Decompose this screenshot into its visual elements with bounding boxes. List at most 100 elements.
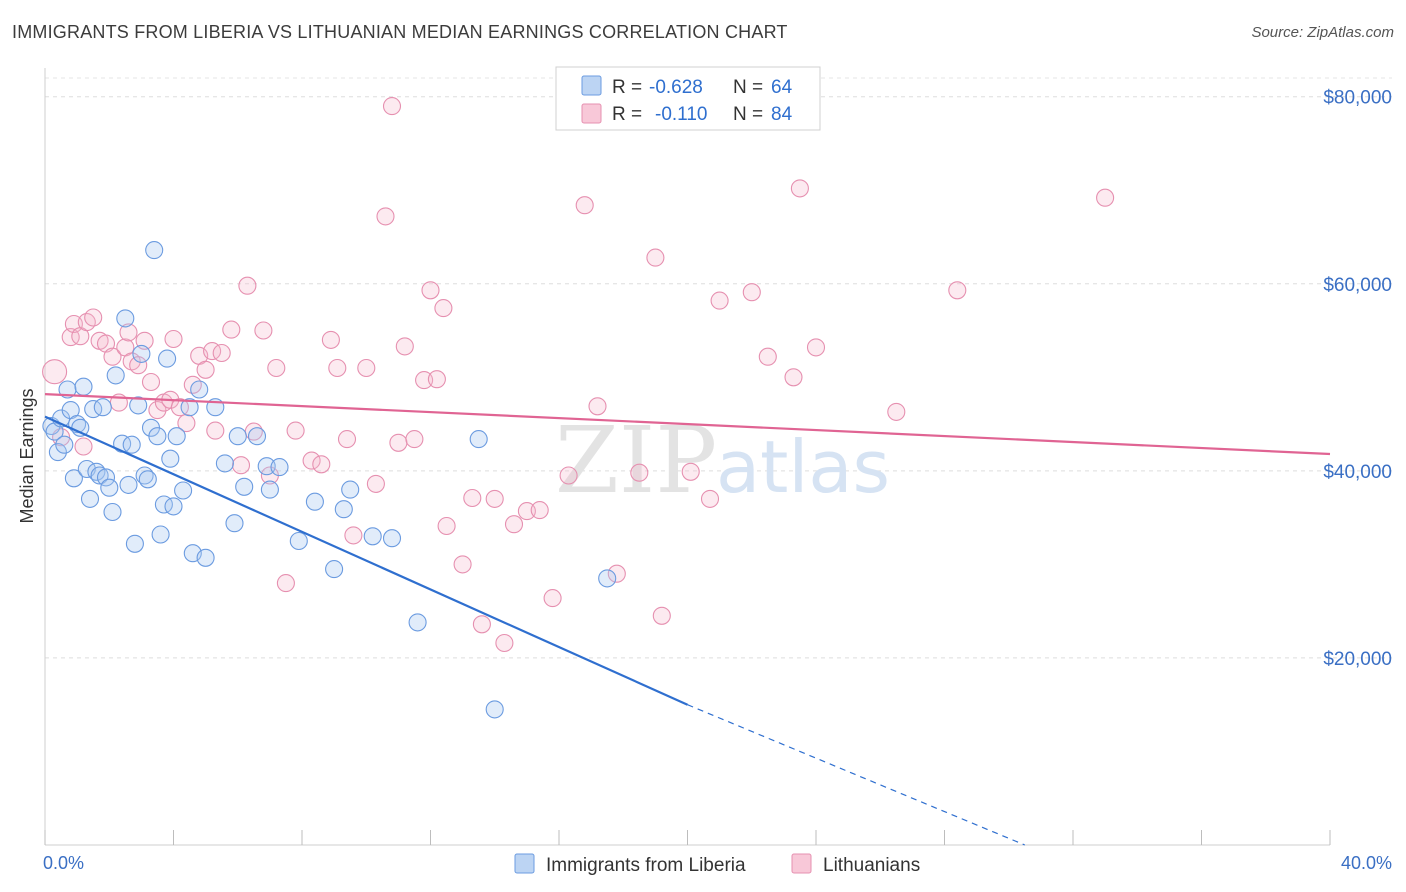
point-lithuanian-63 (517, 502, 536, 521)
point-lithuanian-6 (77, 313, 96, 332)
point-lithuanian-78 (784, 368, 803, 387)
point-lithuanian-56 (437, 516, 456, 536)
point-liberia-25 (125, 534, 144, 553)
point-liberia-50 (257, 457, 276, 476)
chart-title: IMMIGRANTS FROM LIBERIA VS LITHUANIAN ME… (12, 22, 788, 42)
point-lithuanian-36 (267, 358, 286, 378)
point-lithuanian-17 (141, 372, 161, 392)
point-liberia-19 (103, 502, 122, 522)
trendline-liberia-extrapolated (687, 704, 1026, 846)
point-liberia-18 (100, 478, 119, 497)
legend-n-label-liberia: N = (733, 77, 763, 98)
point-liberia-63 (598, 569, 617, 588)
legend-r-label-liberia: R = (612, 77, 642, 98)
point-liberia-9 (71, 418, 90, 437)
point-liberia-51 (260, 480, 279, 499)
legend-swatch-lithuanian (581, 103, 602, 124)
chart-source: Source: ZipAtlas.com (1251, 24, 1394, 41)
point-lithuanian-65 (543, 589, 562, 608)
point-lithuanian-52 (415, 371, 434, 390)
point-lithuanian-42 (328, 358, 347, 378)
point-lithuanian-58 (463, 488, 482, 508)
point-liberia-60 (408, 613, 427, 632)
point-liberia-53 (289, 531, 308, 551)
point-liberia-35 (158, 349, 177, 368)
legend-r-value-liberia: -0.628 (649, 77, 703, 98)
point-lithuanian-15 (129, 356, 148, 375)
point-liberia-33 (151, 525, 170, 544)
point-lithuanian-79 (790, 179, 809, 198)
point-liberia-62 (485, 700, 504, 719)
point-lithuanian-70 (630, 463, 649, 482)
point-lithuanian-28 (206, 421, 225, 440)
point-lithuanian-38 (286, 421, 305, 440)
trendline-liberia (44, 415, 688, 706)
bottom-legend-label-liberia: Immigrants from Liberia (546, 855, 746, 876)
point-liberia-2 (48, 443, 67, 462)
point-liberia-15 (90, 466, 109, 485)
gridlines (45, 77, 1392, 659)
point-lithuanian-29 (212, 343, 231, 363)
y-tick-label-2: $60,000 (1323, 275, 1392, 296)
point-lithuanian-80 (806, 338, 826, 357)
point-liberia-31 (145, 241, 164, 260)
point-liberia-38 (167, 427, 186, 446)
point-liberia-26 (129, 396, 148, 415)
point-lithuanian-44 (344, 526, 363, 545)
point-liberia-43 (196, 548, 215, 567)
point-lithuanian-71 (646, 248, 665, 267)
point-lithuanian-40 (312, 455, 331, 474)
point-lithuanian-30 (222, 320, 241, 339)
point-lithuanian-53 (421, 281, 440, 300)
point-lithuanian-26 (196, 360, 215, 379)
point-lithuanian-10 (103, 347, 122, 366)
point-liberia-37 (164, 497, 183, 516)
point-lithuanian-61 (495, 633, 514, 653)
point-lithuanian-60 (485, 489, 504, 508)
legend-n-value-liberia: 64 (771, 77, 793, 98)
point-lithuanian-57 (453, 555, 472, 574)
point-liberia-47 (228, 427, 247, 446)
point-lithuanian-51 (405, 430, 424, 449)
series-lithuanian-points (42, 97, 1115, 653)
point-lithuanian-47 (376, 207, 395, 226)
point-liberia-54 (305, 492, 324, 511)
point-lithuanian-31 (231, 456, 251, 475)
point-liberia-61 (469, 430, 488, 449)
point-lithuanian-54 (427, 370, 446, 389)
point-liberia-49 (247, 427, 267, 446)
series-legend: Immigrants from Liberia Lithuanians (514, 853, 920, 876)
legend-n-label-lithuanian: N = (733, 104, 763, 125)
point-lithuanian-22 (170, 398, 189, 417)
point-lithuanian-69 (607, 564, 626, 583)
point-lithuanian-74 (700, 489, 720, 508)
point-liberia-45 (215, 454, 234, 473)
point-lithuanian-46 (366, 474, 385, 493)
point-lithuanian-21 (164, 329, 183, 349)
point-lithuanian-64 (530, 501, 549, 520)
stats-legend: R = -0.628 N = 64 R = -0.110 N = 84 (555, 66, 821, 131)
point-liberia-59 (382, 529, 402, 548)
watermark: ZIP atlas (555, 407, 890, 514)
point-lithuanian-37 (276, 574, 295, 593)
point-liberia-36 (161, 449, 180, 468)
y-tick-label-3: $80,000 (1323, 88, 1392, 109)
point-liberia-27 (132, 344, 151, 363)
point-lithuanian-76 (742, 283, 761, 302)
bottom-legend-swatch-lithuanian (791, 853, 812, 874)
point-lithuanian-77 (758, 347, 777, 366)
y-tick-label-0: $20,000 (1323, 649, 1392, 670)
point-liberia-52 (270, 458, 289, 477)
point-liberia-55 (325, 560, 344, 579)
point-lithuanian-45 (357, 358, 376, 378)
trendline-lithuanian (44, 393, 1331, 456)
point-liberia-56 (334, 500, 353, 519)
point-lithuanian-49 (389, 433, 408, 452)
x-tick-labels: 0.0% 40.0% (43, 853, 1392, 873)
point-lithuanian-13 (119, 323, 138, 342)
point-lithuanian-66 (559, 466, 578, 485)
point-lithuanian-75 (710, 291, 729, 310)
point-liberia-10 (74, 377, 93, 396)
y-axis-title: Median Earnings (17, 388, 37, 523)
x-tick-label-1: 40.0% (1341, 853, 1392, 873)
